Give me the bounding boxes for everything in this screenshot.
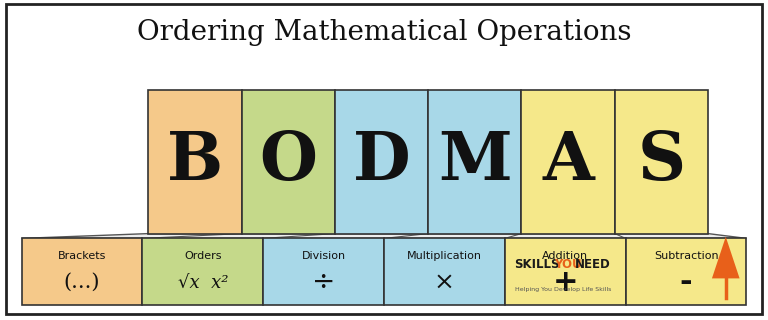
Text: M: M — [438, 129, 511, 194]
FancyBboxPatch shape — [142, 238, 263, 305]
Text: ÷: ÷ — [312, 269, 336, 296]
Text: YOU: YOU — [554, 258, 582, 270]
Text: SKILLS: SKILLS — [515, 258, 560, 270]
Text: Subtraction: Subtraction — [654, 251, 718, 261]
Text: -: - — [680, 268, 693, 297]
FancyBboxPatch shape — [22, 238, 142, 305]
FancyBboxPatch shape — [429, 90, 521, 234]
Text: ×: × — [434, 271, 455, 294]
Text: +: + — [552, 268, 578, 297]
Text: Brackets: Brackets — [58, 251, 106, 261]
FancyBboxPatch shape — [263, 238, 384, 305]
Text: Ordering Mathematical Operations: Ordering Mathematical Operations — [137, 19, 631, 46]
Polygon shape — [712, 237, 740, 278]
Text: (...): (...) — [64, 273, 100, 292]
FancyBboxPatch shape — [626, 238, 746, 305]
Text: √x  x²: √x x² — [177, 274, 228, 292]
Text: Orders: Orders — [184, 251, 221, 261]
Text: S: S — [637, 129, 686, 194]
Text: Multiplication: Multiplication — [407, 251, 482, 261]
Text: Division: Division — [302, 251, 346, 261]
FancyBboxPatch shape — [148, 90, 241, 234]
FancyBboxPatch shape — [241, 90, 335, 234]
Text: B: B — [167, 129, 223, 194]
Text: NEED: NEED — [574, 258, 611, 270]
Text: Addition: Addition — [542, 251, 588, 261]
FancyBboxPatch shape — [614, 90, 708, 234]
FancyBboxPatch shape — [335, 90, 429, 234]
FancyBboxPatch shape — [384, 238, 505, 305]
Text: Helping You Develop Life Skills: Helping You Develop Life Skills — [515, 287, 611, 292]
Text: D: D — [353, 129, 410, 194]
Text: A: A — [542, 129, 594, 194]
Text: O: O — [259, 129, 317, 194]
FancyBboxPatch shape — [521, 90, 615, 234]
Polygon shape — [22, 234, 746, 238]
FancyBboxPatch shape — [6, 4, 762, 314]
FancyBboxPatch shape — [505, 238, 626, 305]
